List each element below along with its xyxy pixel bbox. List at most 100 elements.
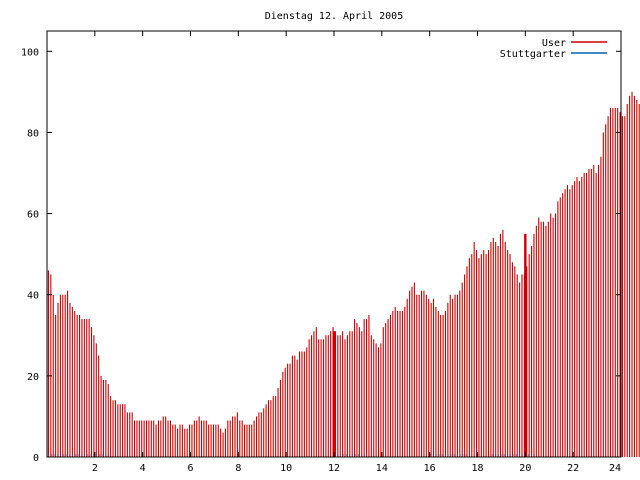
bar — [289, 363, 291, 457]
highlight-bars — [332, 233, 527, 457]
bar — [454, 294, 456, 457]
bar — [50, 274, 52, 457]
bar — [423, 290, 425, 457]
x-tick-label: 8 — [235, 463, 241, 474]
highlight-bar — [332, 331, 336, 457]
bar — [409, 290, 411, 457]
bar — [98, 355, 100, 457]
bar — [399, 310, 401, 457]
x-tick-label: 10 — [280, 463, 292, 474]
bar — [389, 315, 392, 457]
bar — [55, 315, 57, 457]
x-tick-label: 18 — [471, 463, 483, 474]
bar — [593, 164, 595, 457]
bar — [382, 327, 384, 457]
bar — [394, 306, 396, 457]
bar — [626, 104, 628, 457]
bar — [586, 173, 588, 457]
bar — [315, 327, 317, 457]
bar — [617, 108, 619, 457]
highlight-bar — [524, 233, 527, 457]
bar — [64, 294, 66, 457]
bar — [633, 95, 635, 457]
bar — [83, 319, 85, 457]
bar — [354, 319, 356, 457]
bar — [47, 270, 49, 457]
bar — [449, 294, 451, 457]
bar — [540, 221, 542, 457]
bar — [129, 412, 131, 457]
bar — [169, 420, 171, 457]
bar — [365, 319, 368, 457]
bar — [473, 241, 475, 457]
bar — [287, 363, 289, 457]
x-tick-label: 4 — [140, 463, 146, 474]
bar — [385, 323, 387, 457]
bar — [93, 335, 95, 457]
bar — [629, 95, 631, 457]
bar — [203, 420, 205, 457]
y-tick-label: 100 — [21, 47, 39, 58]
bar — [416, 294, 418, 457]
bar — [177, 428, 179, 457]
bar — [136, 420, 138, 457]
bar — [71, 306, 73, 457]
bar — [590, 168, 592, 457]
bar — [110, 396, 112, 457]
bar — [387, 319, 389, 457]
bar — [631, 91, 633, 458]
bar — [600, 156, 602, 457]
bar — [155, 424, 157, 457]
bar — [172, 424, 174, 457]
bar — [174, 424, 176, 457]
bar — [413, 282, 415, 457]
bar — [557, 201, 559, 457]
bar — [356, 323, 358, 457]
bar — [552, 217, 554, 457]
bar — [339, 335, 341, 457]
legend-label-user: User — [542, 38, 566, 49]
bar — [325, 335, 327, 457]
bar — [114, 400, 116, 457]
y-tick-label: 20 — [27, 372, 39, 383]
legend-label-stuttgarter: Stuttgarter — [500, 49, 566, 60]
bar — [401, 310, 403, 457]
bar — [134, 420, 136, 457]
bar — [117, 404, 119, 457]
y-tick-label: 0 — [33, 453, 39, 464]
bar — [492, 237, 494, 457]
bar — [296, 359, 298, 457]
bar — [461, 282, 463, 457]
bar — [253, 420, 255, 457]
bar — [88, 319, 90, 457]
bar — [236, 412, 238, 457]
bar — [571, 185, 573, 458]
bar — [212, 424, 215, 457]
bar — [69, 302, 71, 457]
bar — [597, 164, 600, 457]
bar — [76, 315, 78, 457]
bar — [562, 193, 564, 458]
bar — [244, 424, 246, 457]
chart-title: Dienstag 12. April 2005 — [265, 11, 403, 22]
bar — [478, 258, 480, 457]
bar — [310, 335, 313, 457]
bar — [239, 420, 241, 457]
bar — [251, 424, 253, 457]
bar — [430, 302, 432, 457]
bar — [406, 298, 408, 457]
bar — [519, 282, 521, 457]
bar — [452, 298, 454, 457]
bar — [318, 339, 320, 457]
bar — [112, 400, 114, 457]
bar — [337, 335, 339, 457]
bar — [86, 319, 88, 457]
bar — [609, 108, 612, 457]
bar — [509, 254, 511, 457]
bar — [442, 315, 444, 457]
bar — [574, 181, 576, 458]
x-tick-label: 6 — [187, 463, 193, 474]
bar — [220, 428, 222, 457]
bar — [215, 424, 217, 457]
bar — [607, 116, 609, 457]
